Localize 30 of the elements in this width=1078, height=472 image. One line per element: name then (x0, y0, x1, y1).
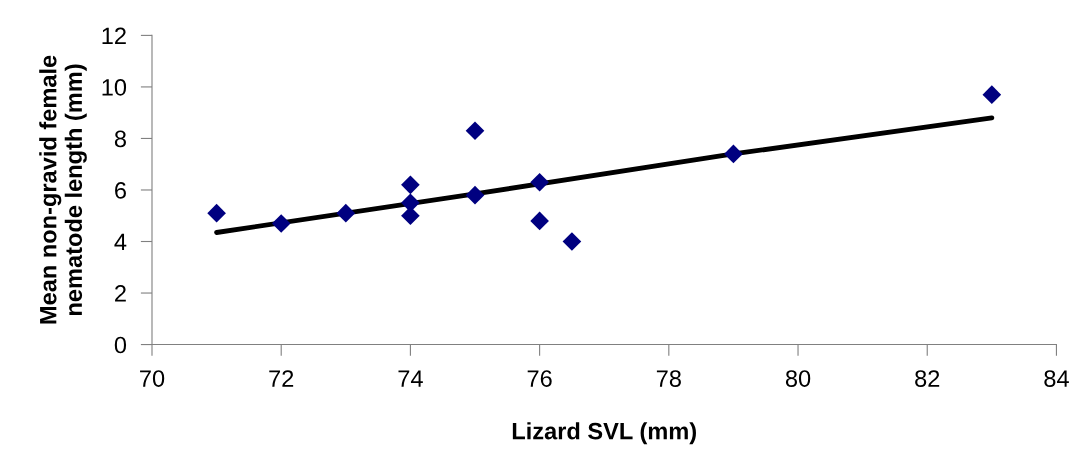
point (530, 211, 549, 231)
x-tick-label: 70 (140, 370, 165, 387)
y-axis-title: Mean non-gravid female nematode length (mm) (39, 55, 87, 324)
y-tick-label: 4 (114, 233, 127, 251)
y-tick-label: 10 (102, 78, 127, 96)
point (982, 85, 1002, 104)
point (724, 144, 743, 164)
line-series (214, 115, 995, 235)
x-axis-title: Lizard SVL (mm) (512, 422, 696, 445)
x-tick-label: 72 (269, 370, 294, 387)
x-tick-label: 82 (915, 370, 940, 387)
y-tick-label: 0 (114, 336, 127, 354)
point (562, 232, 582, 251)
y-tick-label: 2 (115, 285, 126, 302)
point (336, 203, 356, 223)
x-tick-label: 74 (398, 370, 423, 387)
x-tick-label: 80 (785, 370, 811, 387)
point (401, 175, 420, 195)
y-tick-label: 6 (115, 182, 126, 199)
point (530, 172, 549, 192)
y-tick-label: 8 (114, 130, 126, 148)
point (465, 121, 485, 141)
x-tick-label: 76 (527, 370, 552, 387)
y-tick-label: 12 (102, 27, 126, 44)
point (207, 203, 226, 223)
point (465, 185, 485, 205)
x-tick-label: 78 (656, 370, 681, 387)
x-tick-label: 84 (1044, 370, 1069, 387)
point (401, 206, 420, 226)
point (271, 214, 291, 233)
